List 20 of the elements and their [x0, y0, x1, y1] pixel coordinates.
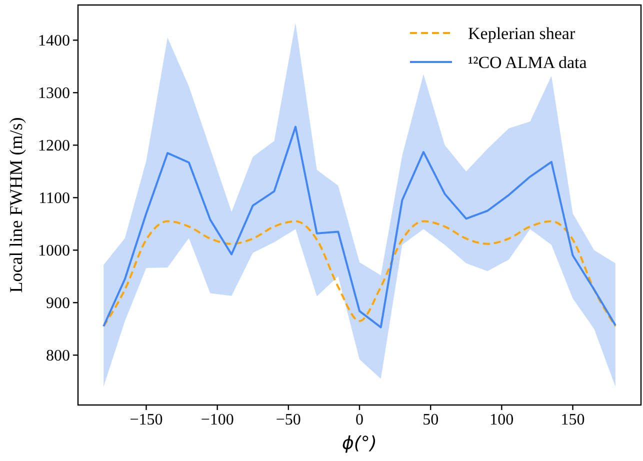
y-tick-label: 800 — [46, 347, 70, 364]
line-series — [102, 220, 616, 328]
x-axis-title: ϕ(°) — [342, 433, 377, 454]
legend-label: Keplerian shear — [468, 24, 576, 43]
x-tick-label: 150 — [560, 411, 585, 428]
x-tick-label: −50 — [276, 411, 301, 428]
y-tick-label: 1300 — [38, 84, 70, 102]
y-tick-label: 1100 — [38, 190, 70, 207]
y-tick-label: 1400 — [38, 32, 70, 50]
y-axis-title: Local line FWHM (m/s) — [6, 117, 26, 293]
x-tick-label: 0 — [356, 411, 364, 428]
x-tick-label: −100 — [200, 411, 234, 428]
x-tick-label: −150 — [130, 411, 163, 428]
y-tick-label: 1200 — [38, 137, 70, 154]
x-tick-label: 100 — [490, 411, 514, 428]
line-series — [102, 126, 616, 328]
y-tick-label: 900 — [46, 294, 70, 312]
legend-label: ¹²CO ALMA data — [468, 53, 588, 72]
y-tick-label: 1000 — [38, 242, 70, 260]
x-tick-label: 50 — [422, 411, 439, 428]
